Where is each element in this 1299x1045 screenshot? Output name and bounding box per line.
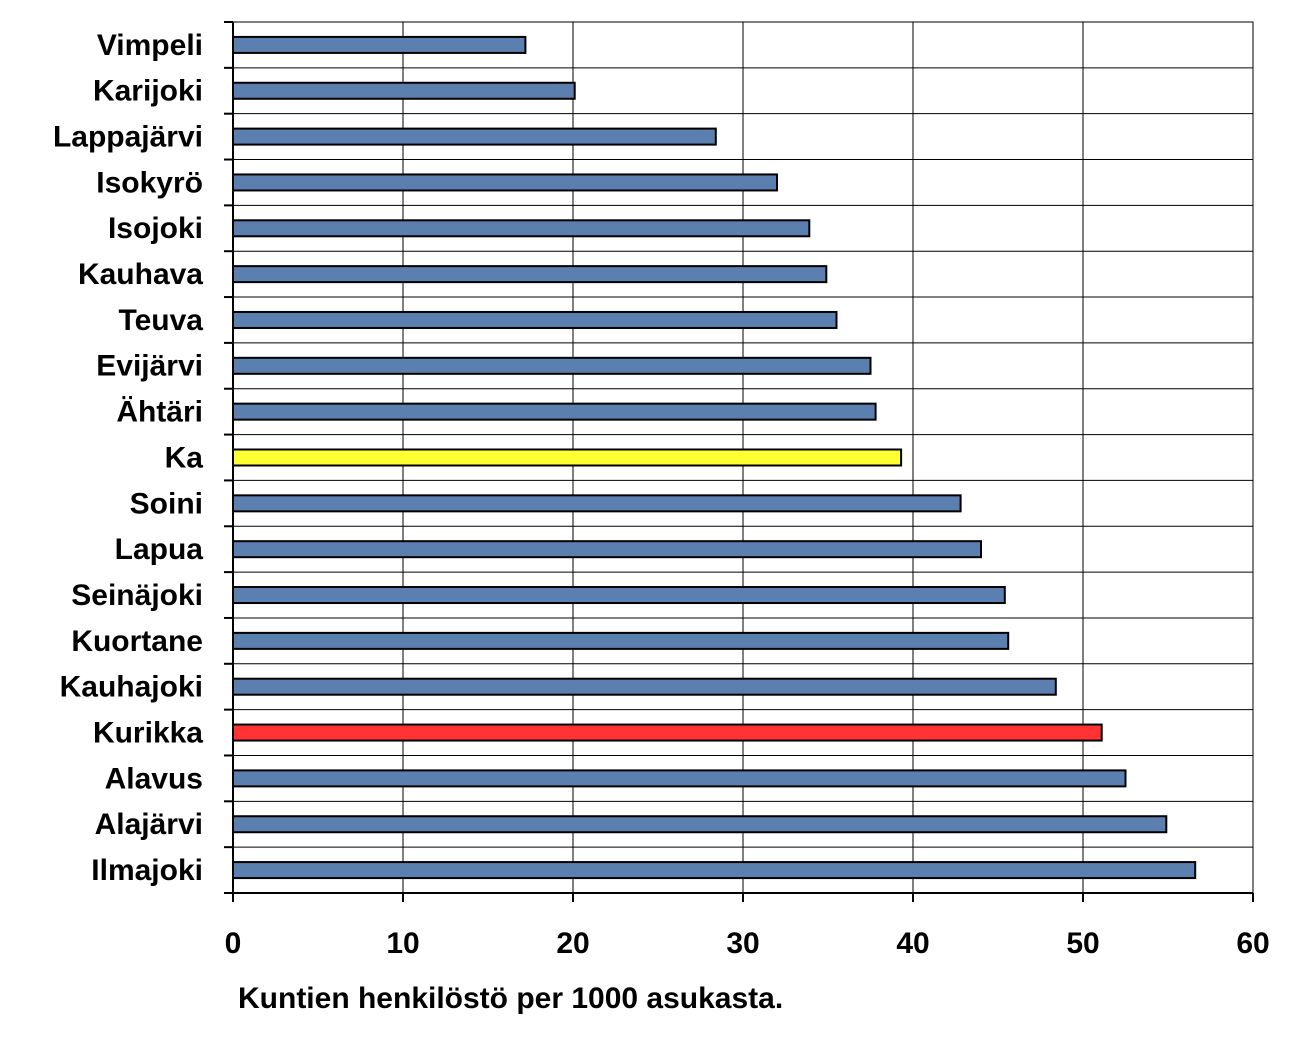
bar xyxy=(232,677,1057,696)
bar xyxy=(232,769,1127,788)
bar xyxy=(232,310,838,329)
bar xyxy=(232,494,962,513)
bar xyxy=(232,81,576,100)
bar xyxy=(232,356,872,375)
bar xyxy=(232,402,877,421)
y-tick-label: Soini xyxy=(130,487,203,520)
bar xyxy=(232,723,1103,742)
bar xyxy=(232,219,811,238)
y-tick-label: Teuva xyxy=(119,304,204,337)
bar xyxy=(232,540,982,559)
y-tick-label: Kauhava xyxy=(78,258,203,291)
y-tick-label: Alavus xyxy=(105,762,203,795)
x-tick-label: 40 xyxy=(896,927,929,960)
y-tick-label: Isojoki xyxy=(108,212,203,245)
y-tick-label: Kurikka xyxy=(93,716,203,749)
bar xyxy=(232,265,828,284)
y-tick-label: Ilmajoki xyxy=(91,854,203,887)
x-axis-title: Kuntien henkilöstö per 1000 asukasta. xyxy=(238,982,783,1015)
y-tick-label: Ähtäri xyxy=(116,396,203,429)
y-tick-label: Vimpeli xyxy=(97,29,203,62)
x-tick-label: 10 xyxy=(386,927,419,960)
y-tick-label: Ka xyxy=(165,441,204,474)
bar xyxy=(232,631,1010,650)
y-tick-label: Lapua xyxy=(115,533,204,566)
x-tick-label: 20 xyxy=(556,927,589,960)
y-tick-label: Karijoki xyxy=(93,75,203,108)
x-tick-label: 0 xyxy=(225,927,242,960)
bar xyxy=(232,861,1197,880)
bar xyxy=(232,448,903,467)
x-tick-label: 60 xyxy=(1236,927,1269,960)
x-tick-label: 30 xyxy=(726,927,759,960)
y-tick-label: Alajärvi xyxy=(95,808,203,841)
y-tick-label: Seinäjoki xyxy=(71,579,203,612)
bar xyxy=(232,35,527,54)
y-tick-label: Kuortane xyxy=(71,625,203,658)
bar xyxy=(232,173,778,192)
bar xyxy=(232,586,1006,605)
bar xyxy=(232,127,717,146)
x-tick-label: 50 xyxy=(1066,927,1099,960)
y-tick-label: Isokyrö xyxy=(96,166,203,199)
bar xyxy=(232,815,1168,834)
y-tick-label: Evijärvi xyxy=(96,350,203,383)
y-tick-label: Kauhajoki xyxy=(60,671,203,704)
y-tick-label: Lappajärvi xyxy=(53,121,203,154)
